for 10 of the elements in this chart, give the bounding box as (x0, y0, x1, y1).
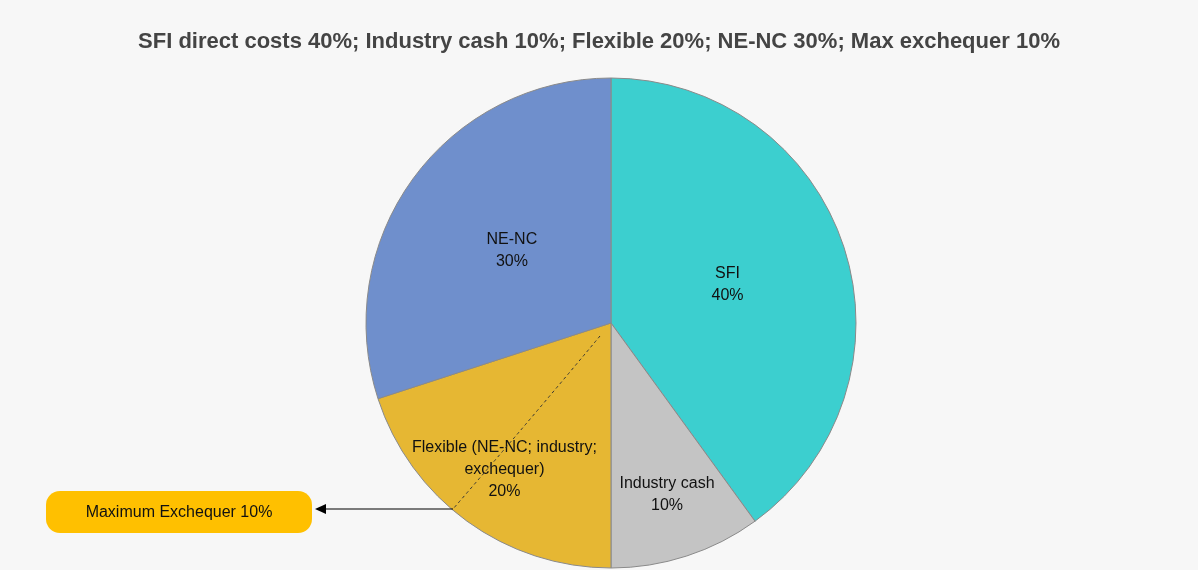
data-label: 40% (711, 286, 744, 304)
slice-label: Flexible (NE-NC; industry; exchequer) (411, 437, 597, 477)
slice-label: Industry cash (619, 474, 715, 492)
data-label: 20% (488, 481, 521, 499)
chart-title: SFI direct costs 40%; Industry cash 10%; Flexible 20%; NE-NC 30%; Max exchequer 10% (138, 28, 1060, 53)
slice-label: SFI (715, 264, 740, 282)
text: Maximum Exchequer 10% (85, 503, 273, 521)
data-label: 10% (651, 496, 684, 514)
data-label: 30% (495, 252, 528, 270)
slice-label: NE-NC (486, 230, 538, 248)
